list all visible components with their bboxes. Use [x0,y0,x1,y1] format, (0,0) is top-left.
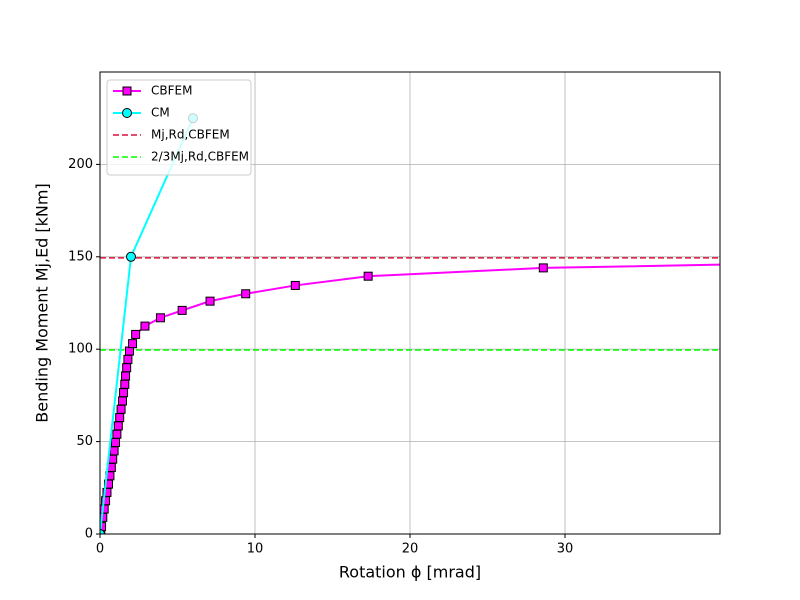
y-axis-label: Bending Moment Mj,Ed [kNm] [33,183,52,422]
marker [121,371,131,381]
marker [112,429,122,439]
marker [126,251,136,262]
y-tick-label: 200 [68,157,93,172]
marker [100,504,109,514]
marker [120,379,130,389]
marker [123,354,133,364]
marker [100,529,105,534]
marker [128,339,138,349]
x-tick-label: 0 [96,542,104,557]
marker [131,329,141,339]
x-tick-label: 30 [557,542,574,557]
marker [113,421,123,431]
legend-label: CM [151,106,170,120]
legend-label: CBFEM [151,84,192,98]
legend-label: Mj,Rd,CBFEM [151,128,230,142]
y-tick-label: 150 [68,249,93,264]
y-tick-label: 50 [76,434,93,449]
x-tick-label: 10 [247,542,264,557]
marker [205,296,215,306]
marker [177,305,187,315]
marker [538,263,548,273]
plot-frame [99,71,721,535]
legend-label: 2/3Mj,Rd,CBFEM [151,150,249,164]
plot-area [100,113,800,534]
marker [241,289,251,299]
marker [119,388,129,398]
legend-marker [122,108,132,118]
marker [122,363,132,373]
series-line [100,263,720,534]
marker [109,446,119,456]
marker [115,413,125,423]
y-tick-label: 100 [68,342,93,357]
marker [140,321,150,331]
marker [111,438,120,448]
marker [363,271,373,281]
marker [124,346,134,356]
marker [108,454,118,464]
marker [117,396,127,406]
legend-marker [122,86,132,96]
marker [290,280,300,290]
y-tick-label: 0 [85,527,93,542]
marker [116,404,126,414]
legend [106,79,252,176]
marker [155,313,165,323]
x-axis-label: Rotation ϕ [mrad] [339,563,481,582]
x-tick-label: 20 [402,542,419,557]
marker [794,259,800,267]
